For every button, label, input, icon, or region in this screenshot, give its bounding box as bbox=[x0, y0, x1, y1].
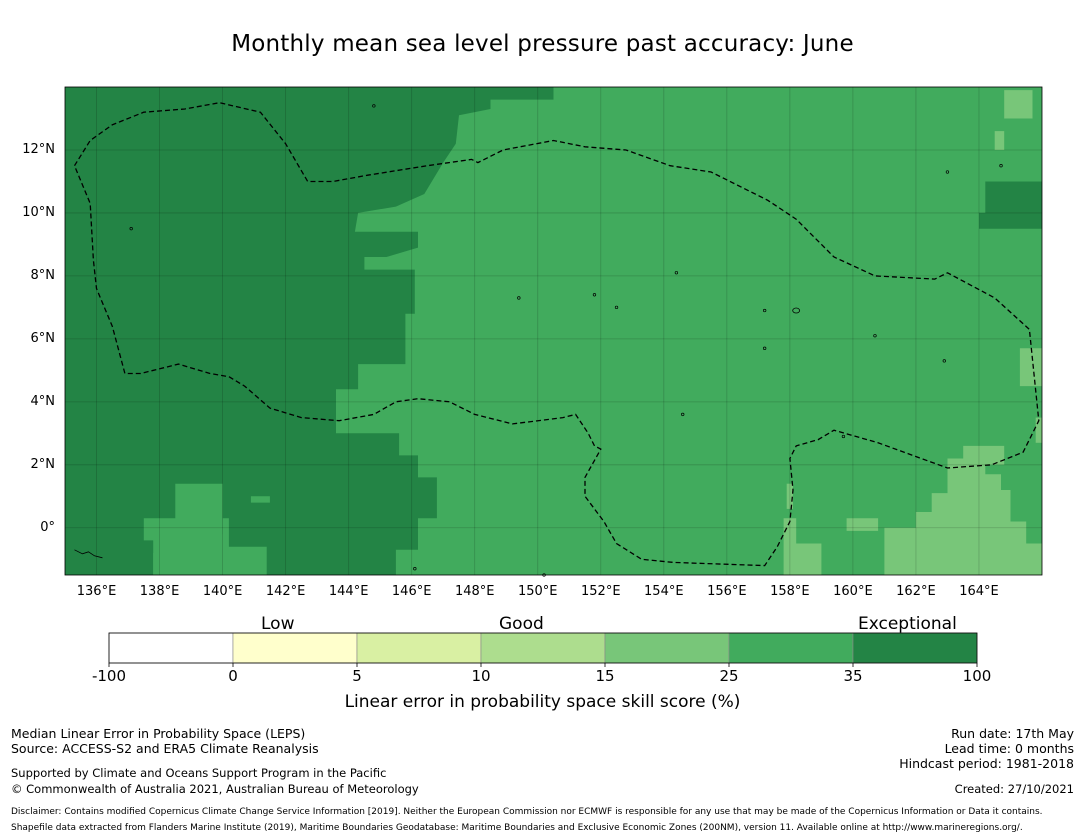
zone-high-patch-sw bbox=[153, 483, 267, 575]
colorbar-tick-label: 35 bbox=[843, 667, 863, 685]
colorbar-tick-label: 25 bbox=[719, 667, 739, 685]
islands bbox=[74, 104, 1003, 577]
longitude-label: 146°E bbox=[391, 584, 432, 599]
latitude-label: 6°N bbox=[30, 330, 56, 346]
island bbox=[873, 334, 877, 338]
zone-medium-sliver bbox=[786, 483, 793, 509]
map-title: Monthly mean sea level pressure past acc… bbox=[231, 31, 854, 57]
colorbar-frame bbox=[108, 632, 978, 664]
zone-medium-ne bbox=[1004, 90, 1033, 119]
footer-copyright: © Commonwealth of Australia 2021, Austra… bbox=[11, 782, 419, 796]
colorbar-segment bbox=[728, 632, 854, 664]
latitude-label: 8°N bbox=[30, 267, 56, 283]
longitude-label: 136°E bbox=[76, 584, 117, 599]
longitude-label: 140°E bbox=[202, 584, 243, 599]
longitude-label: 156°E bbox=[707, 584, 747, 599]
colorbar bbox=[108, 632, 978, 667]
island bbox=[763, 308, 767, 313]
colorbar-tick-label: 100 bbox=[962, 667, 992, 685]
zone-medium-east-edge bbox=[1019, 348, 1042, 387]
colorbar-tick-label: 10 bbox=[471, 667, 491, 685]
island bbox=[681, 412, 685, 417]
zone-medium-ne-small bbox=[994, 131, 1005, 150]
latitude-label: 12°N bbox=[22, 141, 55, 157]
island bbox=[763, 346, 767, 350]
colorbar-segment bbox=[480, 632, 606, 664]
zone-high-patch-small bbox=[250, 496, 270, 503]
latitude-label: 2°N bbox=[30, 456, 56, 472]
colorbar-segment bbox=[108, 632, 234, 664]
latitude-label: 0° bbox=[40, 519, 55, 535]
longitude-label: 164°E bbox=[959, 584, 999, 599]
island bbox=[999, 164, 1003, 168]
longitude-label: 154°E bbox=[644, 584, 684, 599]
colorbar-tick-label: 15 bbox=[595, 667, 615, 685]
island bbox=[945, 170, 950, 174]
run-date: Run date: 17th May bbox=[951, 726, 1074, 741]
colorbar-tick-label: -100 bbox=[91, 667, 127, 685]
colorbar-segment bbox=[604, 632, 730, 664]
latitude-label: 4°N bbox=[30, 393, 56, 409]
zone-medium-se bbox=[884, 458, 1042, 575]
colorbar-tick-label: 5 bbox=[352, 667, 362, 685]
longitude-label: 150°E bbox=[517, 584, 558, 599]
longitude-label: 160°E bbox=[833, 584, 873, 599]
zone-high-patch-s bbox=[143, 483, 223, 575]
colorbar-segment bbox=[356, 632, 482, 664]
island-pohnpei bbox=[792, 307, 801, 314]
zone-exceptional-ne bbox=[979, 181, 1042, 229]
island bbox=[841, 434, 846, 439]
map-frame bbox=[64, 86, 1043, 576]
longitude-label: 158°E bbox=[770, 584, 810, 599]
longitude-label: 138°E bbox=[139, 584, 180, 599]
zone-medium-s bbox=[783, 518, 822, 575]
zone-exceptional-west bbox=[65, 87, 554, 575]
footer-method: Median Linear Error in Probability Space… bbox=[11, 726, 306, 741]
graticule bbox=[65, 87, 1042, 575]
colorbar-title: Linear error in probability space skill … bbox=[344, 692, 741, 712]
colorbar-segment bbox=[852, 632, 978, 664]
longitude-label: 148°E bbox=[454, 584, 495, 599]
longitude-label: 162°E bbox=[896, 584, 936, 599]
lead-time: Lead time: 0 months bbox=[944, 741, 1074, 756]
footer-source: Source: ACCESS-S2 and ERA5 Climate Reana… bbox=[11, 741, 319, 756]
created-date: Created: 27/10/2021 bbox=[954, 782, 1074, 796]
island bbox=[517, 296, 521, 300]
longitude-label: 152°E bbox=[581, 584, 621, 599]
hindcast-period: Hindcast period: 1981-2018 bbox=[899, 756, 1074, 771]
colorbar-tick-label: 0 bbox=[228, 667, 238, 685]
island bbox=[674, 271, 679, 275]
coastline-sw bbox=[74, 549, 103, 559]
island bbox=[942, 359, 946, 363]
latitude-label: 10°N bbox=[22, 204, 55, 220]
category-good: Good bbox=[499, 614, 544, 634]
shapefile-credit: Shapefile data extracted from Flanders M… bbox=[11, 823, 1023, 833]
footer-support: Supported by Climate and Oceans Support … bbox=[11, 766, 387, 780]
island bbox=[129, 227, 133, 231]
colorbar-segment bbox=[232, 632, 358, 664]
zone-medium-small bbox=[846, 518, 879, 531]
eez-boundary bbox=[73, 102, 1040, 567]
island bbox=[372, 104, 376, 108]
longitude-label: 144°E bbox=[328, 584, 369, 599]
category-low: Low bbox=[261, 614, 295, 634]
island bbox=[614, 305, 619, 310]
category-exceptional: Exceptional bbox=[858, 614, 957, 634]
island bbox=[592, 293, 597, 297]
skill-score-map bbox=[65, 87, 1042, 575]
disclaimer: Disclaimer: Contains modified Copernicus… bbox=[11, 807, 1043, 817]
island bbox=[413, 567, 417, 571]
zone-medium-e bbox=[963, 445, 1005, 465]
longitude-label: 142°E bbox=[265, 584, 306, 599]
